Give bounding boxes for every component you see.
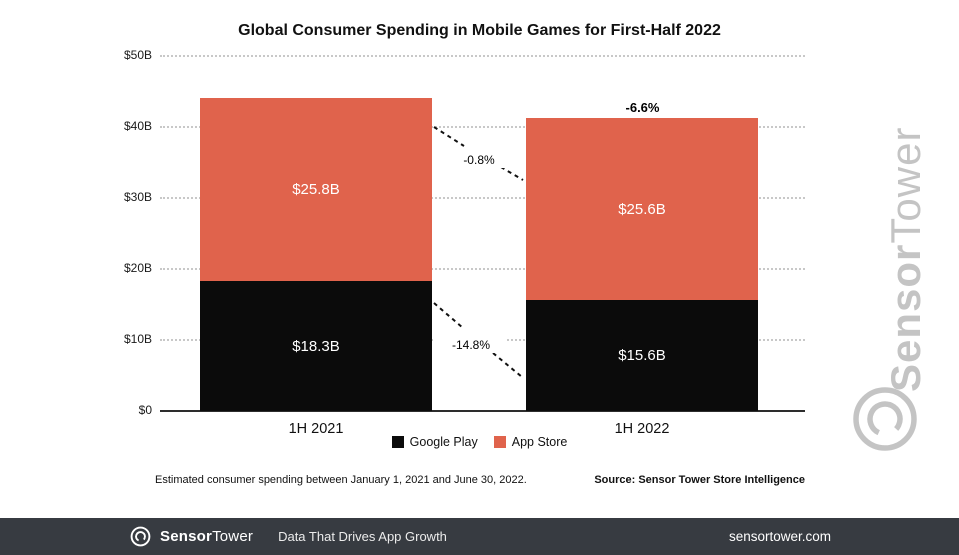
y-tick-label: $30B	[123, 190, 152, 204]
y-tick-label: $40B	[123, 119, 152, 133]
footer-brand: SensorTower Data That Drives App Growth	[130, 526, 447, 547]
bar-segment-app-store-1h-2021: $25.8B	[200, 97, 432, 282]
chart-title: Global Consumer Spending in Mobile Games…	[238, 22, 721, 39]
y-tick-label: $20B	[123, 261, 152, 275]
x-axis-label: 1H 2021	[288, 421, 344, 437]
annotation-total-change: -6.6%	[625, 100, 660, 115]
gridline	[160, 268, 805, 270]
footnote: Estimated consumer spending between Janu…	[155, 474, 527, 486]
x-axis-baseline	[160, 410, 805, 412]
bar-segment-google-play-1h-2021: $18.3B	[200, 281, 432, 411]
footer-tagline: Data That Drives App Growth	[278, 529, 447, 544]
legend: Google Play App Store	[0, 435, 959, 449]
gridline	[160, 197, 805, 199]
footer-logo-icon	[130, 526, 151, 547]
annotation-google-play-change: -14.8%	[435, 338, 507, 353]
footer-website-link[interactable]: sensortower.com	[728, 529, 831, 544]
sensor-tower-logo-icon	[852, 386, 918, 457]
y-tick-label: $10B	[123, 332, 152, 346]
legend-item-app-store: App Store	[493, 435, 568, 449]
bar-value-label: $25.6B	[618, 200, 666, 218]
footer-brand-tower: Tower	[212, 528, 254, 545]
y-tick-label: $50B	[123, 48, 152, 62]
annotation-app-store-change: -0.8%	[443, 153, 515, 168]
y-tick-label: $0	[138, 403, 152, 417]
bar-value-label: $25.8B	[292, 180, 340, 198]
bar-value-label: $15.6B	[618, 347, 666, 365]
gridline	[160, 55, 805, 57]
chart-area: $0 $10B $20B $30B $40B $50B $18.3B $25.8B 1H 202…	[123, 48, 805, 437]
bar-segment-app-store-1h-2022: $25.6B	[526, 118, 758, 301]
google-play-swatch-icon	[391, 436, 404, 448]
legend-label-app-store: App Store	[511, 435, 568, 449]
app-store-swatch-icon	[493, 436, 506, 448]
bar-segment-google-play-1h-2022: $15.6B	[526, 300, 758, 411]
gridline	[160, 126, 805, 128]
legend-item-google-play: Google Play	[391, 435, 478, 449]
source-note: Source: Sensor Tower Store Intelligence	[594, 474, 805, 486]
footer-brand-sensor: Sensor	[160, 528, 213, 545]
footer-bar: SensorTower Data That Drives App Growth …	[0, 518, 959, 555]
x-axis-label: 1H 2022	[614, 421, 670, 437]
legend-label-google-play: Google Play	[409, 435, 478, 449]
footer-brand-name: SensorTower	[160, 528, 253, 545]
bar-value-label: $18.3B	[292, 337, 340, 355]
